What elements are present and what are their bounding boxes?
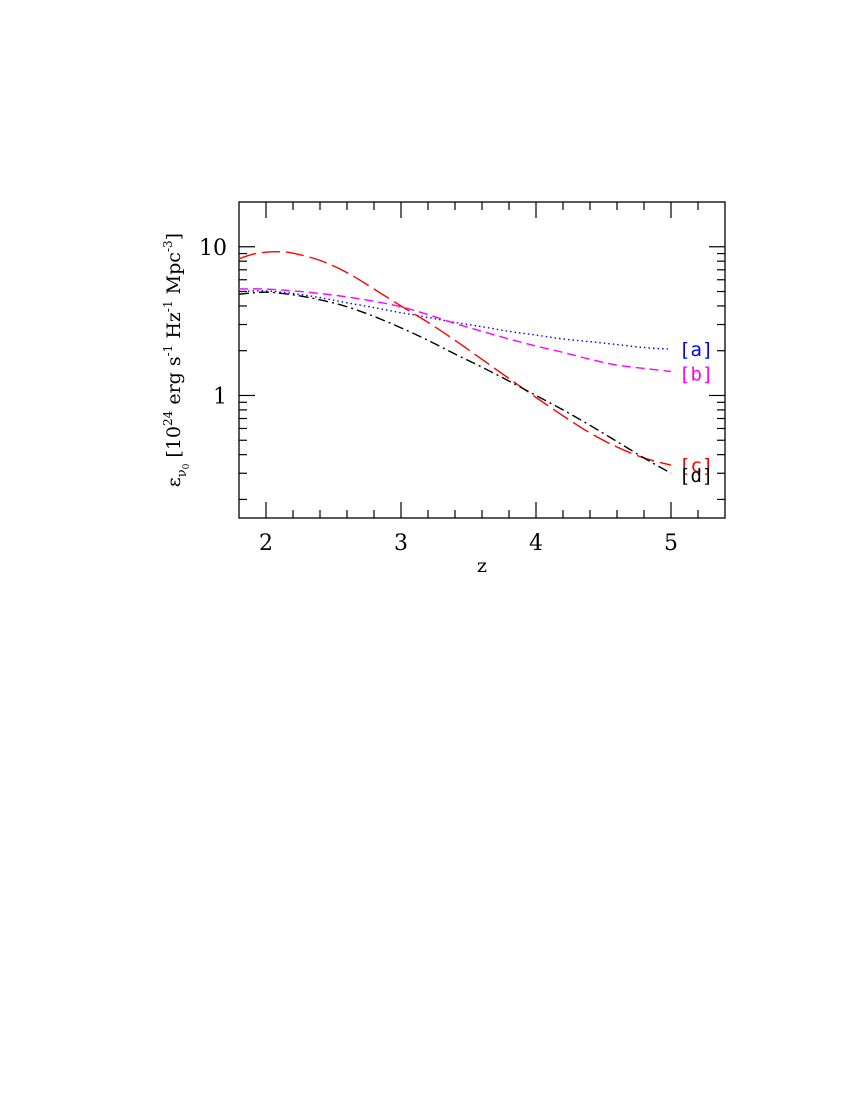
y-tick-labels: 1 10 (199, 236, 227, 410)
y-axis-mpc-exp: -3 (161, 240, 175, 252)
y-axis-power: 24 (161, 410, 175, 426)
y-axis-hz: Hz (163, 312, 185, 345)
series-line-3 (238, 291, 672, 474)
series-label-2: [c] (679, 455, 713, 477)
x-tick-label: 2 (259, 531, 273, 556)
y-tick-label: 10 (199, 236, 227, 261)
y-axis-erg-s: erg s (163, 356, 185, 410)
series-label-1: [b] (679, 363, 713, 385)
y-axis-bracket-close: ] (163, 233, 185, 240)
series-line-1 (238, 288, 672, 373)
x-axis-title: z (477, 555, 487, 577)
y-axis-mpc: Mpc (163, 252, 185, 300)
x-tick-label: 3 (394, 531, 408, 556)
y-axis-hz-exp: -1 (161, 300, 175, 312)
y-axis-subscript: ν (175, 469, 190, 477)
x-tick-labels: 2 3 4 5 (259, 531, 678, 556)
series-line-2 (238, 251, 672, 466)
x-tick-label: 5 (664, 531, 678, 556)
series-line-0 (238, 290, 672, 350)
y-axis-subsubscript: 0 (182, 463, 192, 469)
y-axis-symbol: ε (163, 477, 185, 487)
series-label-3: [d] (679, 465, 713, 487)
x-tick-label: 4 (529, 531, 543, 556)
y-axis-bracket-open: [10 (163, 426, 185, 458)
series-labels: [a][b] [c][d] (679, 339, 713, 487)
y-axis-s-exp: -1 (161, 345, 175, 357)
series-lines (238, 251, 672, 474)
y-tick-label: 1 (213, 384, 227, 409)
axis-ticks (239, 202, 725, 518)
y-axis-title: εν0[1024 erg s-1 Hz-1 Mpc-3] (161, 233, 192, 487)
series-label-0: [a] (679, 339, 713, 361)
